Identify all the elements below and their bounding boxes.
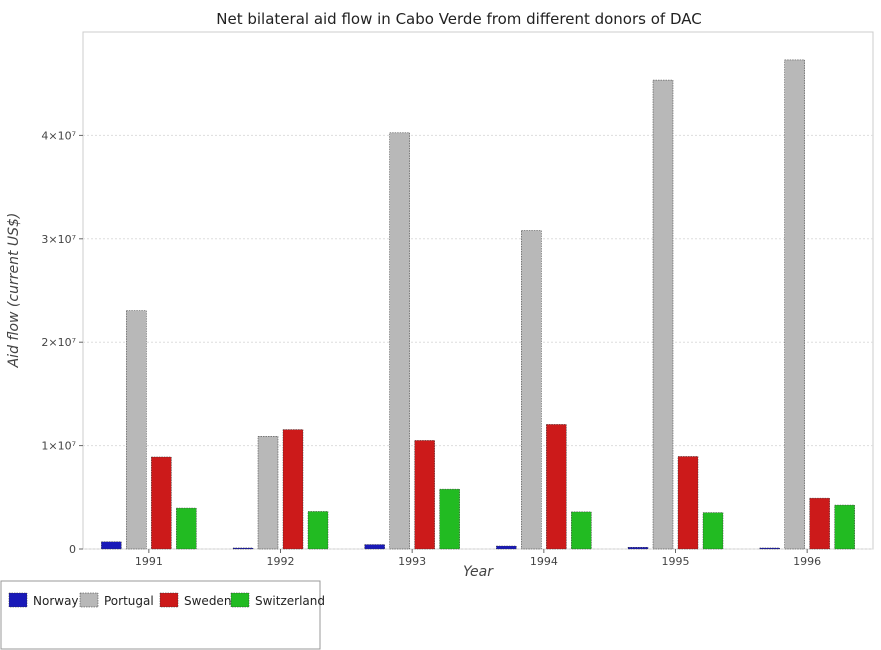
legend-swatch-sweden <box>159 592 179 608</box>
bar-series <box>101 59 855 550</box>
bar-sweden-1993 <box>414 440 435 550</box>
bar-sweden-1994 <box>546 424 567 550</box>
legend-swatch-switzerland <box>230 592 250 608</box>
bar-sweden-1996 <box>809 497 830 550</box>
x-axis-label: Year <box>463 564 494 580</box>
x-tick-label: 1995 <box>662 555 690 568</box>
y-axis-label: Aid flow (current US$) <box>6 213 22 369</box>
legend-label-switzerland: Switzerland <box>255 594 325 608</box>
bar-sweden-1992 <box>282 429 304 550</box>
y-tick-label: 2×10⁷ <box>41 336 76 349</box>
bar-switzerland-1993 <box>439 488 460 550</box>
bar-portugal-1993 <box>389 132 410 550</box>
x-tick-label: 1993 <box>398 555 426 568</box>
legend-label-sweden: Sweden <box>184 594 231 608</box>
bar-portugal-1992 <box>257 436 279 550</box>
y-tick-label: 0 <box>69 543 76 556</box>
legend-label-norway: Norway <box>33 594 79 608</box>
legend: Norway Portugal Sweden Switzerland <box>0 580 325 650</box>
bar-portugal-1994 <box>521 230 542 550</box>
bar-portugal-1991 <box>126 310 147 550</box>
plot-area <box>82 31 874 550</box>
x-tick-label: 1996 <box>793 555 821 568</box>
y-tick-label: 1×10⁷ <box>41 440 76 453</box>
bar-switzerland-1992 <box>307 511 329 550</box>
bar-norway-1996 <box>759 547 780 550</box>
bar-norway-1992 <box>232 547 254 550</box>
chart-title: Net bilateral aid flow in Cabo Verde fro… <box>216 10 701 28</box>
bar-norway-1991 <box>101 541 122 550</box>
bar-norway-1995 <box>627 546 649 550</box>
legend-box <box>0 580 321 650</box>
y-tick-label: 3×10⁷ <box>41 233 76 246</box>
x-tick-label: 1992 <box>267 555 295 568</box>
legend-swatch-norway <box>8 592 28 608</box>
legend-swatch-portugal <box>79 592 99 608</box>
x-tick-label: 1991 <box>135 555 163 568</box>
bar-switzerland-1994 <box>571 511 592 550</box>
bar-switzerland-1996 <box>834 504 855 550</box>
y-axis-ticks: 0 1×10⁷ 2×10⁷ 3×10⁷ 4×10⁷ <box>41 129 83 556</box>
bar-portugal-1995 <box>652 79 674 550</box>
y-tick-label: 4×10⁷ <box>41 129 76 142</box>
bar-norway-1994 <box>496 545 517 550</box>
bar-norway-1993 <box>364 544 385 550</box>
x-tick-label: 1994 <box>530 555 558 568</box>
legend-label-portugal: Portugal <box>104 594 154 608</box>
bar-sweden-1991 <box>151 456 172 550</box>
bar-switzerland-1995 <box>702 512 724 550</box>
x-axis-ticks: 1991 1992 1993 1994 1995 1996 <box>135 549 821 568</box>
bar-portugal-1996 <box>784 59 805 550</box>
bar-sweden-1995 <box>677 456 699 550</box>
bar-switzerland-1991 <box>176 507 197 550</box>
